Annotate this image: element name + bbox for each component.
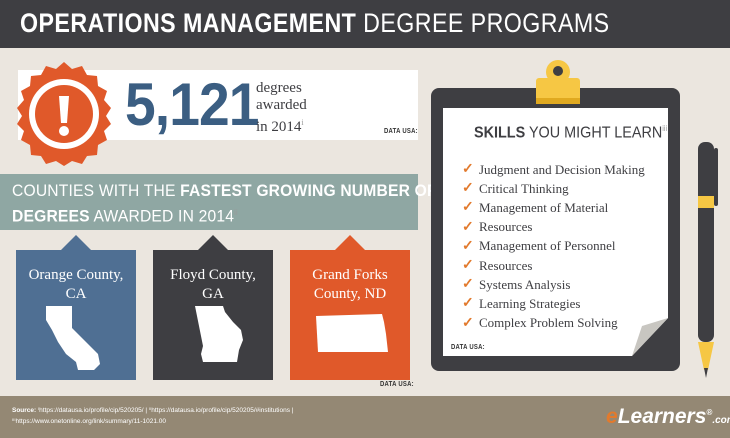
page-title: OPERATIONS MANAGEMENT DEGREE PROGRAMS (20, 8, 610, 39)
skill-label: Judgment and Decision Making (479, 161, 645, 177)
footnote-marker: iii (662, 124, 668, 133)
degrees-count: 5,121 (125, 71, 259, 138)
degrees-label: degrees awarded in 2014i (256, 80, 307, 136)
skill-label: Management of Material (479, 199, 609, 215)
card-pointer (61, 235, 91, 250)
counties-title-line1: COUNTIES WITH THE FASTEST GROWING NUMBER… (12, 180, 437, 202)
stat-source: DATA USA: (384, 128, 418, 135)
skills-title: SKILLS YOU MIGHT LEARNiii (474, 124, 667, 142)
footer-bar (0, 396, 730, 438)
card-pointer (335, 235, 365, 250)
degrees-label-year: in 2014 (256, 119, 302, 135)
source-label: Source: (12, 407, 37, 414)
skill-label: Management of Personnel (479, 238, 616, 254)
list-item: ✓ Judgment and Decision Making (462, 160, 645, 179)
counties-source: DATA USA: (380, 381, 414, 388)
county-name: Floyd County, GA (153, 266, 273, 304)
list-item: ✓ Management of Material (462, 198, 645, 217)
skill-label: Critical Thinking (479, 180, 569, 196)
skill-label: Complex Problem Solving (479, 315, 618, 331)
skill-label: Resources (479, 219, 533, 235)
elearners-logo[interactable]: eLearners®.com (606, 405, 730, 429)
county-name-line1: Grand Forks (312, 267, 388, 283)
checkmark-icon: ✓ (462, 258, 474, 274)
checkmark-icon: ✓ (462, 200, 474, 216)
source-line1: Source: ⁱhttps://datausa.io/profile/cip/… (12, 405, 293, 416)
list-item: ✓ Complex Problem Solving (462, 314, 645, 333)
skill-label: Learning Strategies (479, 295, 581, 311)
list-item: ✓ Systems Analysis (462, 275, 645, 294)
county-name-line1: Orange County, (28, 267, 124, 283)
page-title-rest: DEGREE PROGRAMS (356, 8, 610, 38)
skills-source: DATA USA: (451, 344, 485, 351)
list-item: ✓ Management of Personnel (462, 237, 645, 256)
counties-title-line2: DEGREES AWARDED IN 2014ii (12, 202, 386, 228)
card-pointer (198, 235, 228, 250)
counties-title-bold2: DEGREES (12, 206, 90, 226)
list-item: ✓ Resources (462, 256, 645, 275)
list-item: ✓ Learning Strategies (462, 294, 645, 313)
skills-title-rest: YOU MIGHT LEARN (525, 124, 663, 142)
pen-icon (698, 142, 718, 378)
county-card-floyd: Floyd County, GA (153, 235, 273, 380)
source-links: ⁱhttps://datausa.io/profile/cip/520205/ … (36, 407, 294, 414)
counties-title-pre: COUNTIES WITH THE (12, 181, 181, 200)
county-name: Orange County, CA (16, 266, 136, 304)
source-line2: ⁱⁱⁱhttps://www.onetonline.org/link/summa… (12, 418, 167, 425)
county-name: Grand Forks County, ND (290, 266, 410, 304)
page-curl (632, 318, 668, 356)
checkmark-icon: ✓ (462, 296, 474, 312)
counties-title-bold: FASTEST GROWING NUMBER OF (180, 181, 437, 200)
county-name-line1: Floyd County, (170, 267, 256, 283)
skills-title-bold: SKILLS (474, 124, 526, 142)
skill-label: Resources (479, 257, 533, 273)
list-item: ✓ Resources (462, 218, 645, 237)
county-name-line2: CA (65, 286, 87, 302)
exclamation-badge-icon (17, 62, 111, 166)
counties-title-rest: AWARDED IN 2014 (89, 206, 235, 226)
footnote-marker: i (301, 118, 304, 127)
logo-text: Learners (617, 405, 707, 428)
footnote-marker: ii (234, 208, 238, 217)
checkmark-icon: ✓ (462, 162, 474, 178)
california-map-icon (46, 306, 100, 370)
county-name-line2: GA (202, 286, 224, 302)
logo-registered: ® (706, 408, 713, 417)
source-citation: Source: ⁱhttps://datausa.io/profile/cip/… (12, 405, 293, 427)
north-dakota-map-icon (316, 314, 388, 352)
counties-banner: COUNTIES WITH THE FASTEST GROWING NUMBER… (0, 174, 437, 230)
checkmark-icon: ✓ (462, 315, 474, 331)
checkmark-icon: ✓ (462, 238, 474, 254)
degrees-label-line1: degrees (256, 80, 302, 96)
degrees-label-line3: in 2014i (256, 114, 307, 136)
checkmark-icon: ✓ (462, 277, 474, 293)
clipboard-clip (536, 60, 580, 104)
degrees-label-line2: awarded (256, 97, 307, 113)
checkmark-icon: ✓ (462, 181, 474, 197)
county-card-grand-forks: Grand Forks County, ND (290, 235, 410, 380)
skill-label: Systems Analysis (479, 276, 571, 292)
clipboard-paper (443, 108, 668, 356)
logo-e: e (606, 405, 618, 428)
county-card-orange: Orange County, CA (16, 235, 136, 380)
checkmark-icon: ✓ (462, 219, 474, 235)
page-title-bold: OPERATIONS MANAGEMENT (20, 8, 357, 38)
county-name-line2: County, ND (313, 286, 387, 302)
logo-com: .com (712, 415, 730, 426)
georgia-map-icon (195, 306, 243, 362)
skills-list: ✓ Judgment and Decision Making ✓ Critical … (462, 160, 645, 333)
list-item: ✓ Critical Thinking (462, 179, 645, 198)
header-bar: OPERATIONS MANAGEMENT DEGREE PROGRAMS (0, 0, 730, 48)
